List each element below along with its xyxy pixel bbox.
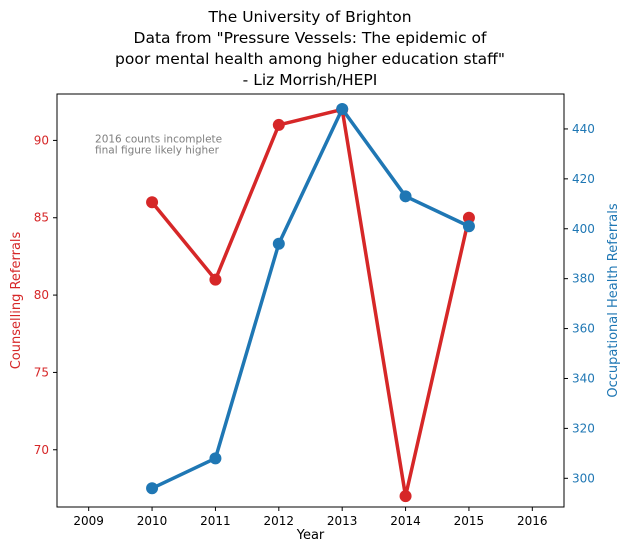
y-right-tick-label: 340	[572, 371, 595, 385]
data-point-occupational-health	[146, 482, 159, 495]
y-left-tick-label: 90	[34, 133, 49, 147]
x-tick-label: 2010	[137, 514, 168, 528]
x-axis-label: Year	[296, 528, 325, 543]
plot-frame	[56, 93, 565, 508]
y-left-tick-label: 80	[34, 288, 49, 302]
y-left-axis-label: Counselling Referrals	[9, 231, 24, 369]
y-right-tick-label: 320	[572, 421, 595, 435]
data-point-occupational-health	[209, 452, 222, 465]
y-right-tick-label: 360	[572, 322, 595, 336]
y-left-tick-label: 85	[34, 211, 49, 225]
y-left-tick-label: 70	[34, 443, 49, 457]
chart-title-line: - Liz Morrish/HEPI	[243, 71, 378, 89]
x-tick-label: 2009	[73, 514, 104, 528]
series-line-occupational-health	[150, 107, 471, 491]
x-tick-label: 2015	[454, 514, 485, 528]
data-point-counselling	[462, 211, 475, 224]
annotation-note: final figure likely higher	[95, 145, 220, 157]
plot-area: 2009 2010 2011 2012 2013 2014 2015 2016 70 75 80 85…	[9, 93, 621, 543]
annotation-note: 2016 counts incomplete	[95, 134, 222, 146]
x-tick-label: 2013	[327, 514, 358, 528]
y-right-tick-label: 400	[572, 222, 595, 236]
y-right-tick-label: 420	[572, 172, 595, 186]
y-right-tick-label: 300	[572, 471, 595, 485]
data-point-counselling	[272, 118, 285, 131]
data-point-counselling	[399, 490, 412, 503]
chart-title-line: poor mental health among higher educatio…	[115, 50, 505, 68]
data-point-occupational-health	[272, 237, 285, 250]
data-point-occupational-health	[336, 102, 349, 115]
chart-title: The University of Brighton Data from "Pre…	[115, 8, 505, 89]
data-point-counselling	[209, 273, 222, 286]
chart-title-line: Data from "Pressure Vessels: The epidemi…	[134, 29, 487, 47]
chart-title-line: The University of Brighton	[207, 8, 411, 26]
data-point-occupational-health	[399, 190, 412, 203]
y-right-tick-label: 440	[572, 122, 595, 136]
x-tick-label: 2016	[517, 514, 548, 528]
y-right-tick-label: 380	[572, 272, 595, 286]
data-point-counselling	[146, 196, 159, 209]
x-tick-label: 2011	[200, 514, 231, 528]
y-left-tick-label: 75	[34, 365, 49, 379]
series-line-counselling	[150, 107, 471, 498]
x-tick-label: 2012	[264, 514, 295, 528]
data-point-occupational-health	[462, 220, 475, 233]
x-tick-label: 2014	[390, 514, 421, 528]
y-right-axis-label: Occupational Health Referrals	[606, 203, 621, 397]
